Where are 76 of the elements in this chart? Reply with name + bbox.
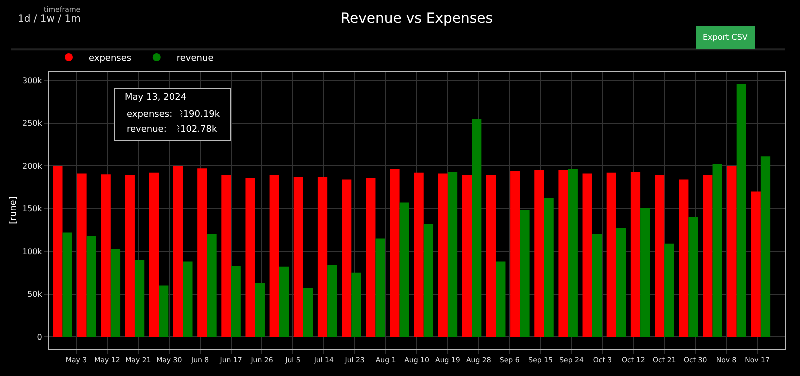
bar bbox=[568, 169, 578, 338]
annotation: expenses: ᚱ190.19k bbox=[127, 109, 221, 120]
bar bbox=[101, 174, 111, 338]
bar bbox=[342, 180, 352, 338]
annotation: revenue: ᚱ102.78k bbox=[127, 124, 218, 135]
bar bbox=[231, 266, 241, 338]
bar bbox=[304, 288, 314, 338]
bar bbox=[424, 224, 434, 338]
bar bbox=[183, 262, 193, 338]
bar bbox=[496, 262, 506, 338]
bar bbox=[606, 172, 616, 338]
bar bbox=[712, 164, 722, 338]
bar bbox=[448, 172, 458, 338]
bar bbox=[472, 119, 482, 338]
bar bbox=[174, 166, 184, 338]
bar bbox=[222, 175, 232, 338]
bar bbox=[679, 180, 689, 338]
y-tick-label: 200k bbox=[22, 162, 43, 171]
text: 1d / 1w / 1m bbox=[18, 14, 81, 25]
bar bbox=[125, 175, 135, 338]
text: Export CSV bbox=[703, 33, 748, 42]
bar bbox=[328, 265, 338, 338]
bar bbox=[616, 228, 626, 338]
bar bbox=[751, 192, 761, 338]
bar bbox=[62, 232, 72, 338]
bar bbox=[318, 177, 328, 338]
bar bbox=[255, 283, 265, 338]
bar bbox=[207, 234, 217, 338]
bar bbox=[462, 175, 472, 338]
bar bbox=[400, 202, 410, 338]
bar bbox=[582, 174, 592, 338]
bar bbox=[198, 168, 208, 338]
bar bbox=[352, 272, 362, 338]
bar bbox=[760, 156, 771, 338]
bar bbox=[640, 208, 650, 338]
legend-label: expenses bbox=[89, 54, 132, 64]
bar bbox=[390, 169, 400, 338]
bar bbox=[53, 166, 63, 338]
bar bbox=[279, 266, 290, 338]
annotation: May 13, 2024 bbox=[125, 93, 187, 103]
bar bbox=[246, 178, 256, 338]
bar bbox=[592, 234, 602, 338]
y-tick-label: 300k bbox=[22, 76, 43, 86]
bar bbox=[77, 174, 87, 338]
bar bbox=[134, 260, 145, 338]
bar bbox=[534, 170, 544, 338]
y-tick-label: 250k bbox=[22, 119, 43, 128]
bar bbox=[520, 210, 530, 338]
bar bbox=[376, 238, 386, 338]
y-tick-label: 50k bbox=[28, 290, 43, 300]
bar bbox=[510, 171, 520, 338]
y-tick-label: 150k bbox=[22, 204, 43, 214]
bar bbox=[630, 172, 641, 338]
bar bbox=[736, 84, 746, 338]
y-axis-title: [rune] bbox=[8, 196, 19, 224]
legend-label: revenue bbox=[176, 54, 214, 64]
bar bbox=[86, 236, 96, 338]
bar bbox=[486, 175, 496, 338]
bar bbox=[438, 174, 448, 338]
bar bbox=[270, 175, 280, 338]
bar bbox=[366, 178, 376, 338]
bar bbox=[544, 198, 554, 338]
bar bbox=[688, 217, 698, 338]
bar bbox=[664, 244, 674, 338]
bar bbox=[110, 248, 121, 338]
bar bbox=[703, 175, 713, 338]
bar bbox=[294, 177, 304, 338]
y-tick-label: 0 bbox=[37, 332, 42, 342]
bar bbox=[414, 172, 424, 338]
y-tick-label: 100k bbox=[22, 247, 43, 256]
bar bbox=[655, 175, 665, 338]
bar bbox=[159, 286, 169, 338]
bar bbox=[558, 170, 568, 338]
chart-title: Revenue vs Expenses bbox=[340, 10, 494, 27]
bar bbox=[149, 172, 160, 338]
bar bbox=[727, 166, 737, 338]
